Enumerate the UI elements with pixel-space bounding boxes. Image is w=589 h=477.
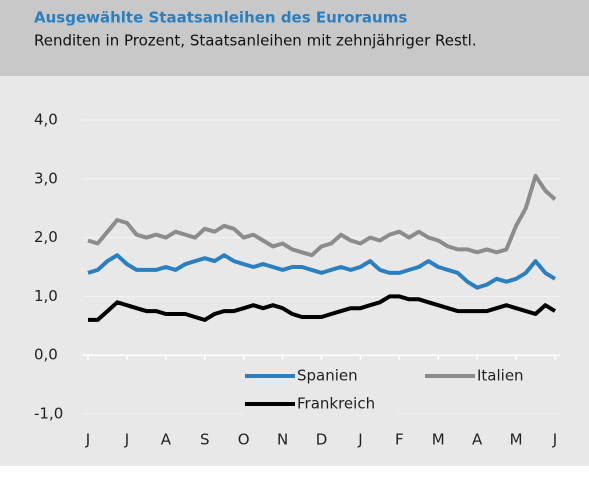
x-tick-label: J — [124, 431, 129, 449]
legend-label: Spanien — [297, 367, 358, 385]
x-tick-label: J — [552, 431, 557, 449]
legend-label: Frankreich — [297, 395, 375, 413]
y-tick-label: 3,0 — [34, 169, 58, 187]
legend-label: Italien — [477, 367, 524, 385]
chart-title: Ausgewählte Staatsanleihen des Euroraums — [34, 9, 407, 27]
x-tick-label: M — [510, 431, 523, 449]
x-tick-label: A — [161, 431, 172, 449]
header-band — [0, 0, 589, 76]
y-tick-label: -1,0 — [34, 405, 63, 423]
x-tick-label: F — [395, 431, 404, 449]
y-tick-label: 2,0 — [34, 228, 58, 246]
x-tick-label: J — [85, 431, 90, 449]
legend-background — [423, 365, 543, 387]
x-tick-label: D — [316, 431, 328, 449]
x-tick-label: O — [238, 431, 250, 449]
x-tick-label: M — [432, 431, 445, 449]
y-tick-label: 4,0 — [34, 111, 58, 129]
series-line — [88, 294, 557, 322]
legend-background — [243, 365, 363, 387]
legend-background — [243, 393, 398, 415]
y-tick-label: 0,0 — [34, 346, 58, 364]
series-line — [87, 253, 557, 290]
y-tick-label: 1,0 — [34, 287, 58, 305]
x-tick-label: S — [200, 431, 210, 449]
x-tick-label: N — [277, 431, 288, 449]
series-line — [87, 173, 557, 258]
x-tick-label: J — [357, 431, 362, 449]
x-tick-label: A — [472, 431, 483, 449]
chart-subtitle: Renditen in Prozent, Staatsanleihen mit … — [34, 32, 477, 50]
